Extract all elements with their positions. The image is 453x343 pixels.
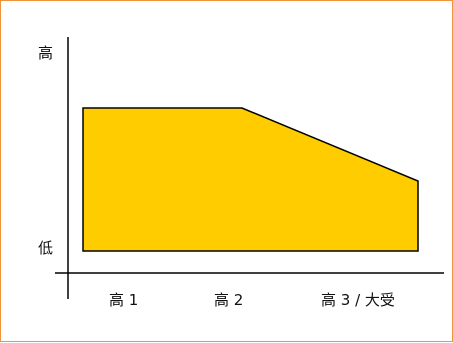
y-axis-bottom-label: 低 <box>38 239 54 257</box>
level-area-shape <box>82 107 419 252</box>
x-tick-label-2: 高 2 <box>214 291 244 309</box>
y-axis-top-label: 高 <box>38 44 54 62</box>
x-tick-label-1: 高 1 <box>109 291 139 309</box>
x-tick-label-3: 高 3 / 大受 <box>321 291 395 309</box>
